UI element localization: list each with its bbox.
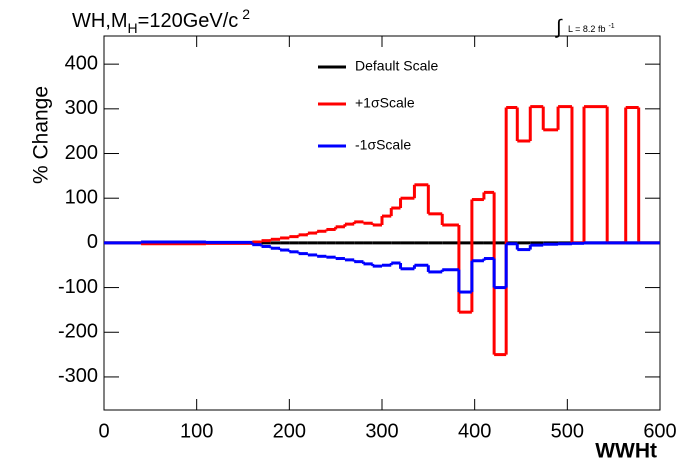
y-tick-label: -200 [58,321,98,343]
title-main: WH,M [72,10,128,32]
legend-label: +1σScale [355,95,415,111]
y-axis-label: % Change [30,86,53,184]
y-tick-label: 200 [65,142,98,164]
y-tick-label: 100 [65,186,98,208]
x-tick-label: 500 [551,420,584,442]
x-tick-label: 0 [98,420,109,442]
legend-label: -1σScale [355,137,411,153]
y-tick-label: -300 [58,365,98,387]
annotation-sup: -1 [608,23,614,30]
x-tick-label: 100 [180,420,213,442]
title-rest: =120GeV/c [138,10,239,32]
x-tick-label: 300 [365,420,398,442]
y-tick-label: 0 [87,231,98,253]
x-tick-label: 400 [458,420,491,442]
title-sub: H [128,20,138,36]
chart-title: WH,MH=120GeV/c 2 [72,6,250,36]
annotation-integral: ∫ [555,16,563,38]
x-tick-label: 200 [273,420,306,442]
x-axis-label: WWHt [595,440,657,463]
legend-label: Default Scale [355,58,438,74]
x-tick-label: 600 [643,420,676,442]
y-tick-label: 400 [65,52,98,74]
annotation-text: L = 8.2 fb [568,24,605,34]
annotation: L = 8.2 fb -1 [568,23,615,35]
title-sup: 2 [242,6,250,22]
y-tick-label: -100 [58,276,98,298]
y-tick-label: 300 [65,97,98,119]
